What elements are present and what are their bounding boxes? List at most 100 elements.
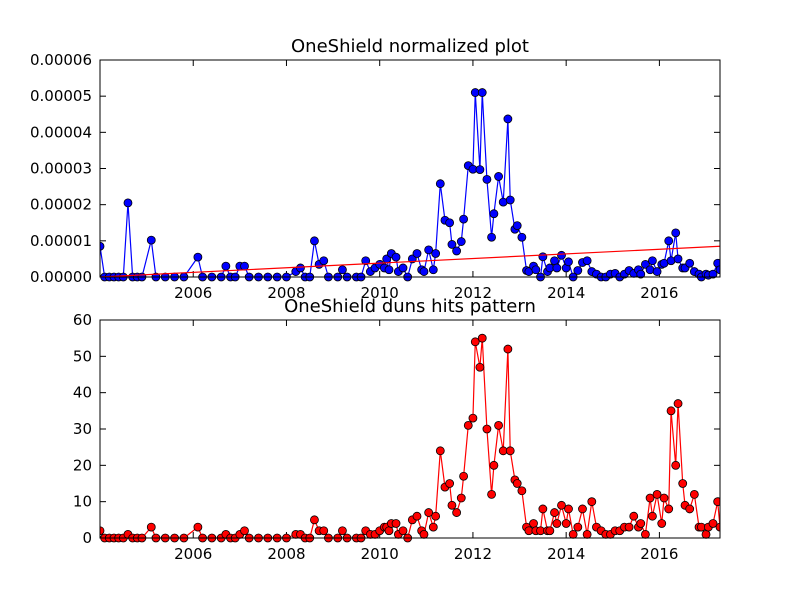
data-point — [384, 265, 394, 275]
data-point — [573, 522, 583, 532]
data-point — [552, 519, 562, 528]
y-tick-label: 50 — [73, 347, 92, 365]
data-point — [435, 446, 445, 456]
data-point — [648, 511, 657, 521]
x-tick-label: 2006 — [174, 284, 212, 302]
data-point — [447, 240, 457, 249]
data-point — [512, 221, 522, 231]
data-point — [398, 263, 408, 273]
data-point — [398, 526, 408, 536]
data-point — [240, 261, 249, 271]
data-point — [489, 460, 499, 470]
data-point — [221, 261, 231, 271]
data-point — [708, 519, 718, 528]
plot-area — [100, 88, 720, 282]
y-tick-label: 20 — [73, 456, 92, 474]
data-point — [477, 88, 487, 97]
data-point — [431, 249, 441, 258]
data-point — [412, 249, 422, 258]
data-point — [645, 493, 655, 503]
data-point — [456, 237, 466, 246]
data-point — [338, 265, 347, 275]
data-point — [459, 471, 469, 481]
axes-frame — [99, 59, 721, 278]
data-point — [419, 529, 429, 539]
data-point — [463, 420, 473, 430]
chart-panel-2: OneShield duns hits pattern 0 10 20 30 40 50 60… — [73, 296, 721, 563]
trend-line — [100, 245, 720, 278]
data-point — [636, 269, 646, 279]
data-point — [468, 413, 478, 423]
data-point — [557, 250, 566, 260]
data-point — [678, 479, 688, 488]
data-point — [531, 265, 541, 275]
data-point — [146, 235, 156, 245]
x-tick-label: 2008 — [267, 545, 305, 563]
data-point — [489, 209, 499, 219]
y-tick-label: 60 — [73, 311, 92, 329]
chart-title: OneShield duns hits pattern — [284, 296, 536, 317]
data-point — [470, 337, 480, 347]
data-point — [424, 508, 434, 517]
data-point — [666, 406, 676, 416]
data-point — [552, 263, 562, 273]
data-point — [538, 504, 548, 514]
data-point — [431, 511, 441, 521]
data-point — [715, 522, 720, 532]
data-point — [505, 195, 515, 205]
data-point — [652, 267, 662, 276]
data-point — [538, 252, 548, 262]
data-point — [412, 511, 422, 521]
data-point — [445, 218, 455, 228]
x-tick-label: 2016 — [640, 284, 678, 302]
plot-area — [100, 333, 720, 543]
series-line — [100, 338, 720, 540]
x-tick-label: 2014 — [547, 545, 585, 563]
data-point — [319, 256, 329, 266]
data-point — [573, 266, 583, 275]
data-point — [673, 254, 683, 264]
data-point — [685, 504, 695, 514]
data-point — [475, 362, 485, 372]
data-point — [361, 256, 371, 266]
data-point — [452, 246, 462, 256]
data-point — [100, 241, 105, 251]
data-point — [452, 508, 462, 517]
data-point — [424, 245, 434, 255]
data-point — [624, 522, 634, 532]
data-point — [475, 165, 485, 174]
data-point — [100, 526, 105, 536]
x-tick-label: 2006 — [174, 545, 212, 563]
y-tick-label: 0.00000 — [30, 268, 92, 286]
data-point — [503, 344, 513, 354]
x-tick-label: 2010 — [361, 545, 399, 563]
data-point — [494, 172, 503, 181]
data-point — [561, 519, 571, 528]
data-point — [193, 252, 203, 262]
data-point — [568, 529, 578, 539]
data-point — [664, 504, 674, 514]
data-point — [636, 519, 646, 528]
data-point — [550, 508, 559, 517]
data-point — [391, 519, 401, 528]
data-point — [391, 252, 401, 262]
data-point — [419, 267, 429, 276]
x-tick-label: 2014 — [547, 284, 585, 302]
data-point — [557, 500, 566, 510]
x-tick-label: 2012 — [454, 284, 492, 302]
chart-panel-1: OneShield normalized plot 0.00000 0.00001 0… — [30, 36, 721, 302]
data-point — [240, 526, 249, 536]
data-point — [428, 522, 438, 532]
data-point — [657, 519, 667, 528]
data-point — [447, 500, 457, 510]
x-tick-label: 2008 — [267, 284, 305, 302]
data-point — [545, 526, 555, 536]
data-point — [193, 522, 203, 532]
data-point — [146, 522, 156, 532]
data-point — [550, 256, 559, 266]
y-tick-label: 0.00006 — [30, 51, 92, 69]
data-point — [503, 114, 513, 124]
data-point — [482, 424, 492, 434]
data-point — [564, 504, 573, 514]
